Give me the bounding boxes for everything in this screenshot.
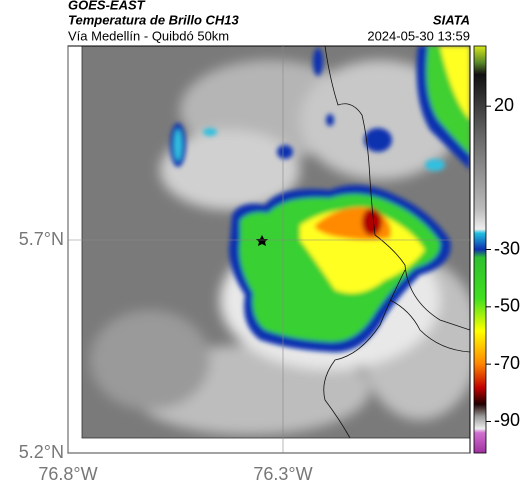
- satellite-image: [82, 46, 470, 438]
- title: Temperatura de Brillo CH13: [68, 12, 240, 27]
- colorbar-tick-label: -30: [494, 238, 520, 258]
- colorbar: [473, 45, 487, 454]
- source: GOES-EAST: [68, 0, 146, 12]
- colorbar-tick-label: -50: [494, 296, 520, 316]
- colorbar-tick-label: -70: [494, 353, 520, 373]
- lat-tick-label: 5.2°N: [19, 442, 64, 462]
- subtitle: Vía Medellín - Quibdó 50km: [68, 28, 229, 43]
- colorbar-tick-label: 20: [494, 95, 514, 115]
- lon-tick-label: 76.8°W: [38, 464, 97, 484]
- lon-tick-label: 76.3°W: [253, 464, 312, 484]
- colorbar-tick-label: -90: [494, 410, 520, 430]
- lat-tick-label: 5.7°N: [19, 229, 64, 249]
- timestamp: 2024-05-30 13:59: [367, 28, 470, 43]
- brand: SIATA: [433, 12, 470, 27]
